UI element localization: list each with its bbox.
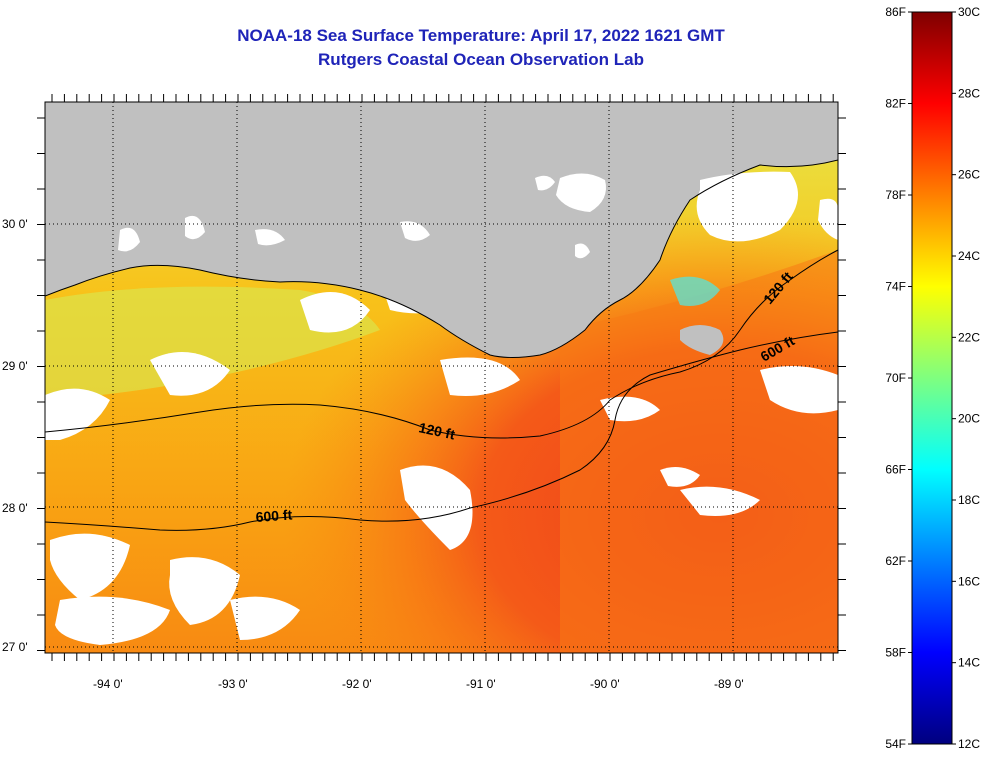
colorbar-c-label: 18C <box>958 493 980 507</box>
map-title: NOAA-18 Sea Surface Temperature: April 1… <box>237 26 725 45</box>
lat-label: 30 0' <box>2 217 28 231</box>
cold-water-patch <box>670 276 720 306</box>
lon-label: -93 0' <box>218 677 248 691</box>
map-border <box>44 101 839 654</box>
lat-label: 27 0' <box>2 640 28 654</box>
colorbar-f-label: 78F <box>885 188 906 202</box>
colorbar-c-label: 20C <box>958 412 980 426</box>
map-panel <box>45 102 838 653</box>
lat-label: 28 0' <box>2 501 28 515</box>
colorbar-fahrenheit-labels: 86F 82F 78F 74F 70F 66F 62F 58F 54F <box>885 5 906 751</box>
colorbar <box>911 11 953 745</box>
colorbar-c-label: 30C <box>958 5 980 19</box>
colorbar-ticks <box>908 11 956 745</box>
land-mass <box>45 102 838 358</box>
colorbar-c-label: 26C <box>958 168 980 182</box>
colorbar-c-label: 24C <box>958 249 980 263</box>
contour-120ft <box>45 249 838 439</box>
coastline <box>45 159 838 358</box>
contour-600ft <box>45 331 838 531</box>
colorbar-f-label: 54F <box>885 737 906 751</box>
lat-label: 29 0' <box>2 359 28 373</box>
colorbar-celsius-labels: 30C 28C 26C 24C 22C 20C 18C 16C 14C 12C <box>958 5 980 751</box>
lon-label: -94 0' <box>93 677 123 691</box>
lon-label: -92 0' <box>342 677 372 691</box>
colorbar-c-label: 12C <box>958 737 980 751</box>
colorbar-c-label: 28C <box>958 86 980 100</box>
colorbar-c-label: 22C <box>958 330 980 344</box>
lon-label: -89 0' <box>714 677 744 691</box>
colorbar-f-label: 66F <box>885 463 906 477</box>
colorbar-c-label: 16C <box>958 574 980 588</box>
colorbar-f-label: 74F <box>885 280 906 294</box>
cool-water-patch <box>45 286 380 400</box>
colorbar-f-label: 82F <box>885 97 906 111</box>
lon-label: -90 0' <box>590 677 620 691</box>
graticule <box>37 94 846 661</box>
colorbar-f-label: 58F <box>885 646 906 660</box>
map-subtitle: Rutgers Coastal Ocean Observation Lab <box>318 50 644 69</box>
colorbar-f-label: 70F <box>885 371 906 385</box>
contour-label-600ft-west: 600 ft <box>255 506 293 525</box>
colorbar-f-label: 86F <box>885 5 906 19</box>
colorbar-c-label: 14C <box>958 656 980 670</box>
contour-label-120ft-west: 120 ft <box>417 419 456 442</box>
colorbar-f-label: 62F <box>885 554 906 568</box>
lon-label: -91 0' <box>466 677 496 691</box>
